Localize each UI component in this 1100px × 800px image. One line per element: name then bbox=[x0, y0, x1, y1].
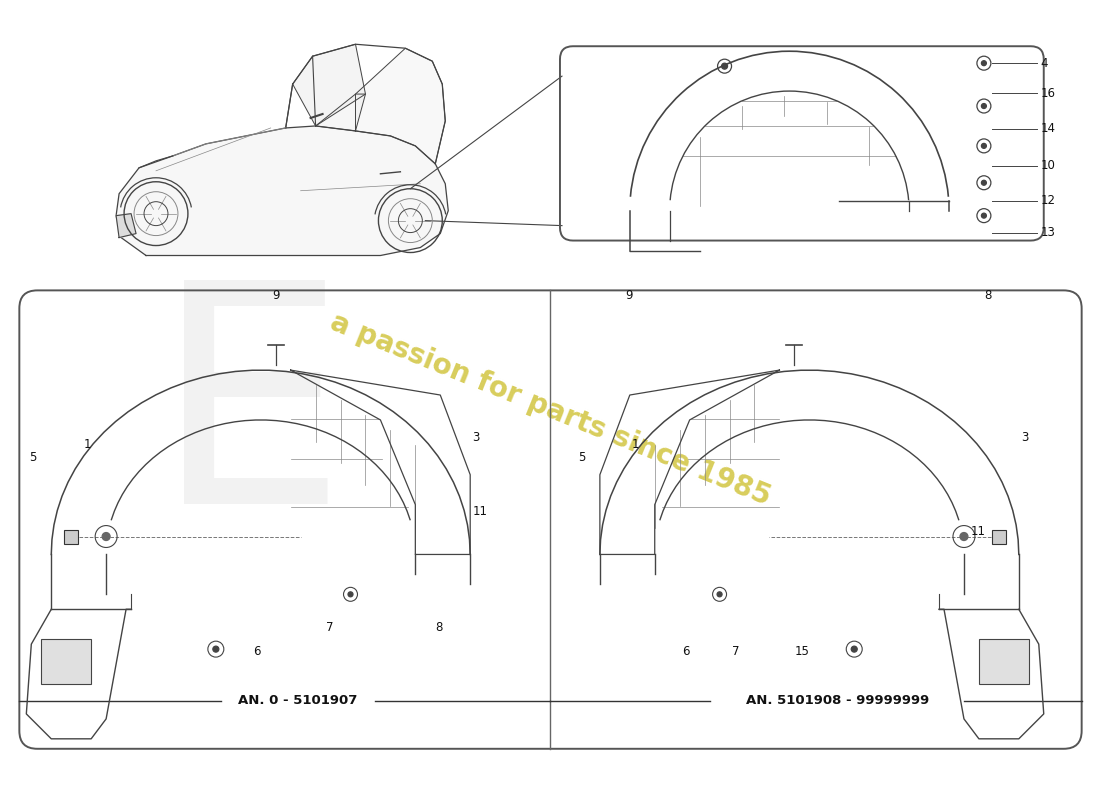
Text: 8: 8 bbox=[983, 289, 991, 302]
Text: 7: 7 bbox=[326, 621, 333, 634]
Bar bbox=[979, 639, 1028, 684]
Polygon shape bbox=[293, 44, 365, 126]
Polygon shape bbox=[316, 94, 365, 131]
Circle shape bbox=[851, 646, 857, 652]
Text: AN. 5101908 - 99999999: AN. 5101908 - 99999999 bbox=[746, 694, 928, 707]
Circle shape bbox=[981, 213, 987, 218]
Polygon shape bbox=[355, 48, 446, 164]
Text: 14: 14 bbox=[1041, 122, 1056, 135]
Circle shape bbox=[722, 63, 727, 69]
Text: AN. 0 - 5101907: AN. 0 - 5101907 bbox=[238, 694, 358, 707]
Text: 11: 11 bbox=[472, 505, 487, 518]
Circle shape bbox=[102, 533, 110, 541]
Text: 5: 5 bbox=[578, 451, 585, 464]
Circle shape bbox=[717, 592, 722, 597]
Circle shape bbox=[348, 592, 353, 597]
Text: 10: 10 bbox=[1041, 159, 1056, 172]
Circle shape bbox=[960, 533, 968, 541]
Polygon shape bbox=[117, 214, 136, 238]
Circle shape bbox=[981, 143, 987, 148]
Circle shape bbox=[213, 646, 219, 652]
Text: 6: 6 bbox=[682, 645, 690, 658]
Text: 9: 9 bbox=[625, 289, 632, 302]
Text: 13: 13 bbox=[1041, 226, 1056, 239]
Text: 1: 1 bbox=[84, 438, 90, 451]
Bar bbox=[992, 530, 1005, 543]
Text: 11: 11 bbox=[971, 525, 986, 538]
Circle shape bbox=[981, 103, 987, 109]
Text: 1: 1 bbox=[631, 438, 639, 451]
Bar bbox=[64, 530, 78, 543]
Text: a passion for parts since 1985: a passion for parts since 1985 bbox=[326, 309, 774, 511]
Text: 7: 7 bbox=[732, 645, 739, 658]
Text: 3: 3 bbox=[472, 431, 480, 444]
Text: 5: 5 bbox=[30, 451, 36, 464]
Text: 12: 12 bbox=[1041, 194, 1056, 207]
Bar bbox=[42, 639, 91, 684]
Text: 4: 4 bbox=[1041, 57, 1048, 70]
Text: 6: 6 bbox=[253, 645, 261, 658]
Text: 15: 15 bbox=[794, 645, 810, 658]
Text: 16: 16 bbox=[1041, 86, 1056, 99]
Polygon shape bbox=[117, 126, 449, 255]
Text: 3: 3 bbox=[1021, 431, 1028, 444]
Text: 8: 8 bbox=[436, 621, 442, 634]
Text: 9: 9 bbox=[273, 289, 280, 302]
Circle shape bbox=[981, 61, 987, 66]
Text: E: E bbox=[154, 271, 348, 569]
Circle shape bbox=[981, 180, 987, 186]
